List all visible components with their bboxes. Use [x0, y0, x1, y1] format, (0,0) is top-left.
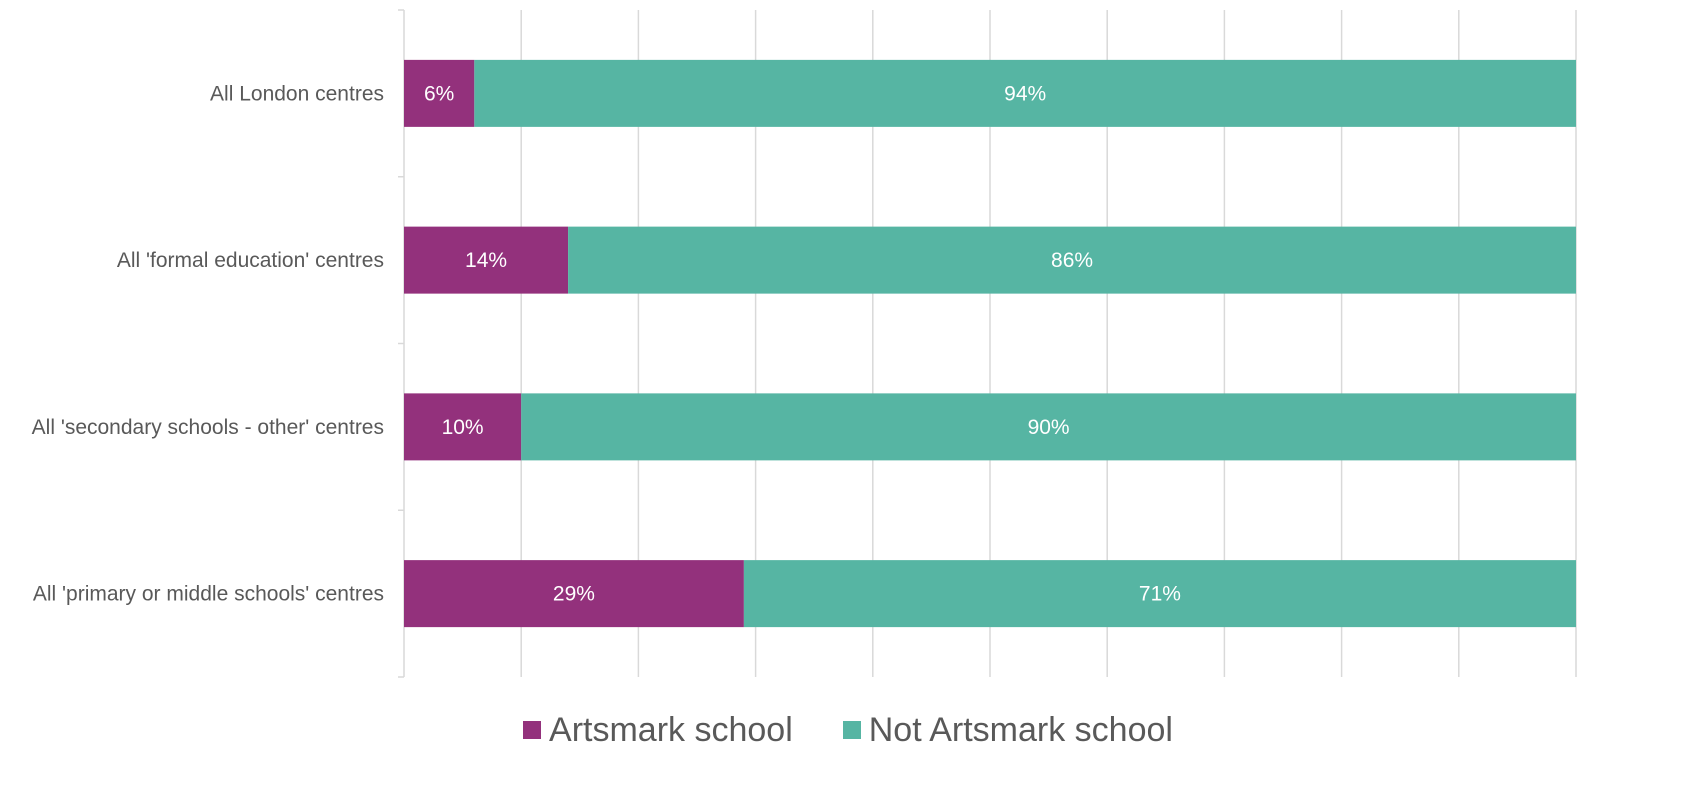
- bar-artsmark: [404, 59, 475, 127]
- data-label-artsmark: 6%: [424, 82, 454, 105]
- legend-label-artsmark: Artsmark school: [549, 711, 793, 749]
- category-label: All 'primary or middle schools' centres: [33, 583, 384, 606]
- chart-plot: 6% 94% 14% 86% 10% 90% 29% 71% All London centr…: [32, 9, 1577, 678]
- data-label-not-artsmark: 90%: [1028, 416, 1070, 439]
- legend-label-not-artsmark: Not Artsmark school: [868, 711, 1173, 749]
- bar-not-artsmark: [743, 560, 1576, 628]
- bar-artsmark: [404, 560, 744, 628]
- data-label-artsmark: 10%: [442, 416, 484, 439]
- bar-artsmark: [404, 226, 569, 294]
- bar-not-artsmark: [521, 393, 1577, 461]
- legend-item-not-artsmark: Not Artsmark school: [842, 711, 1173, 749]
- category-label: All 'secondary schools - other' centres: [32, 416, 384, 439]
- data-label-not-artsmark: 71%: [1139, 583, 1181, 606]
- legend-item-artsmark: Artsmark school: [523, 713, 793, 747]
- legend-swatch-not-artsmark: [842, 721, 861, 739]
- data-label-not-artsmark: 86%: [1051, 249, 1093, 272]
- data-labels: 6% 94% 14% 86% 10% 90% 29% 71%: [424, 82, 1181, 605]
- category-labels: All London centres All 'formal education'…: [32, 82, 384, 605]
- bar-not-artsmark: [568, 226, 1576, 294]
- bar-not-artsmark: [474, 59, 1576, 127]
- data-label-not-artsmark: 94%: [1004, 82, 1046, 105]
- category-label: All 'formal education' centres: [117, 249, 384, 272]
- bars: [404, 59, 1577, 628]
- category-label: All London centres: [210, 82, 384, 105]
- data-label-artsmark: 29%: [553, 583, 595, 606]
- legend: Artsmark school Not Artsmark school: [0, 705, 1696, 755]
- category-axis: [398, 9, 405, 678]
- legend-swatch-artsmark: [523, 721, 542, 739]
- data-label-artsmark: 14%: [465, 249, 507, 272]
- bar-artsmark: [404, 393, 522, 461]
